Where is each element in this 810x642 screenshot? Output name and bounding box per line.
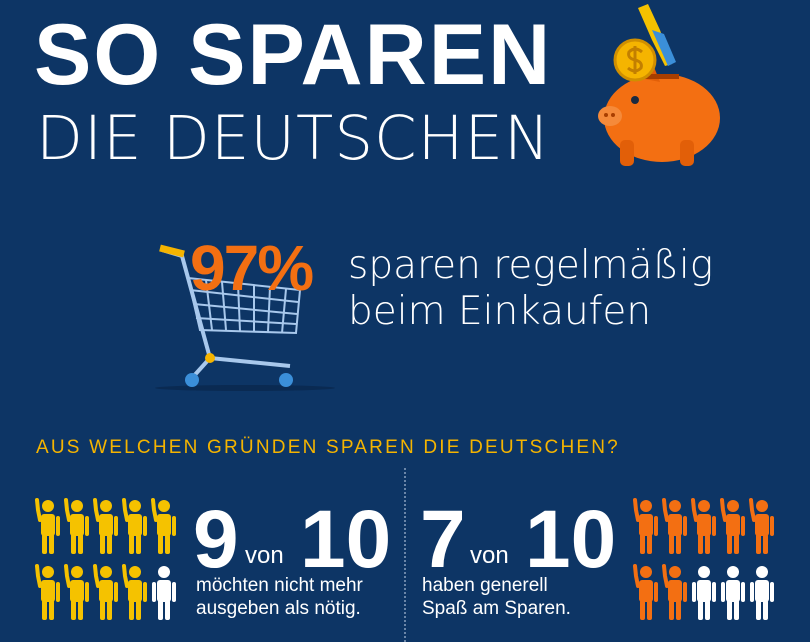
shopping-cart-icon bbox=[155, 244, 335, 391]
stat-left-line2: ausgeben als nötig. bbox=[196, 598, 361, 619]
person-icon bbox=[749, 498, 774, 554]
person-icon bbox=[633, 498, 658, 554]
person-icon bbox=[691, 498, 716, 554]
person-icon bbox=[750, 566, 774, 620]
piggy-bank-icon bbox=[598, 4, 720, 166]
person-icon bbox=[93, 498, 118, 554]
people-grid-right bbox=[632, 496, 777, 622]
person-icon bbox=[152, 566, 176, 620]
person-icon bbox=[151, 498, 176, 554]
person-icon bbox=[692, 566, 716, 620]
person-icon bbox=[122, 564, 147, 620]
divider bbox=[404, 468, 406, 642]
person-icon bbox=[35, 564, 60, 620]
stat-right-total: 10 bbox=[525, 494, 617, 585]
person-icon bbox=[720, 498, 745, 554]
stat-left-total: 10 bbox=[300, 494, 392, 585]
shopping-text-line1: sparen regelmäßig bbox=[348, 243, 714, 288]
person-icon bbox=[93, 564, 118, 620]
stat-left-line1: möchten nicht mehr bbox=[196, 575, 363, 596]
person-icon bbox=[64, 498, 89, 554]
stat-right-count: 7 bbox=[420, 494, 466, 585]
stat-right-line1: haben generell bbox=[422, 575, 548, 596]
percent-value: 97% bbox=[190, 232, 314, 304]
stat-left-count: 9 bbox=[193, 494, 239, 585]
people-grid-left bbox=[34, 496, 179, 622]
person-icon bbox=[35, 498, 60, 554]
title-line1: SO SPAREN bbox=[34, 7, 553, 103]
person-icon bbox=[633, 564, 658, 620]
coin-dollar-icon bbox=[613, 38, 657, 82]
stat-left-von: von bbox=[245, 542, 284, 569]
title-line2: DIE DEUTSCHEN bbox=[36, 103, 551, 174]
person-icon bbox=[721, 566, 745, 620]
person-icon bbox=[662, 564, 687, 620]
shopping-text-line2: beim Einkaufen bbox=[348, 289, 652, 334]
person-icon bbox=[662, 498, 687, 554]
person-icon bbox=[64, 564, 89, 620]
stat-right-line2: Spaß am Sparen. bbox=[422, 598, 571, 619]
reasons-heading: AUS WELCHEN GRÜNDEN SPAREN DIE DEUTSCHEN… bbox=[36, 437, 620, 458]
person-icon bbox=[122, 498, 147, 554]
stat-right-von: von bbox=[470, 542, 509, 569]
